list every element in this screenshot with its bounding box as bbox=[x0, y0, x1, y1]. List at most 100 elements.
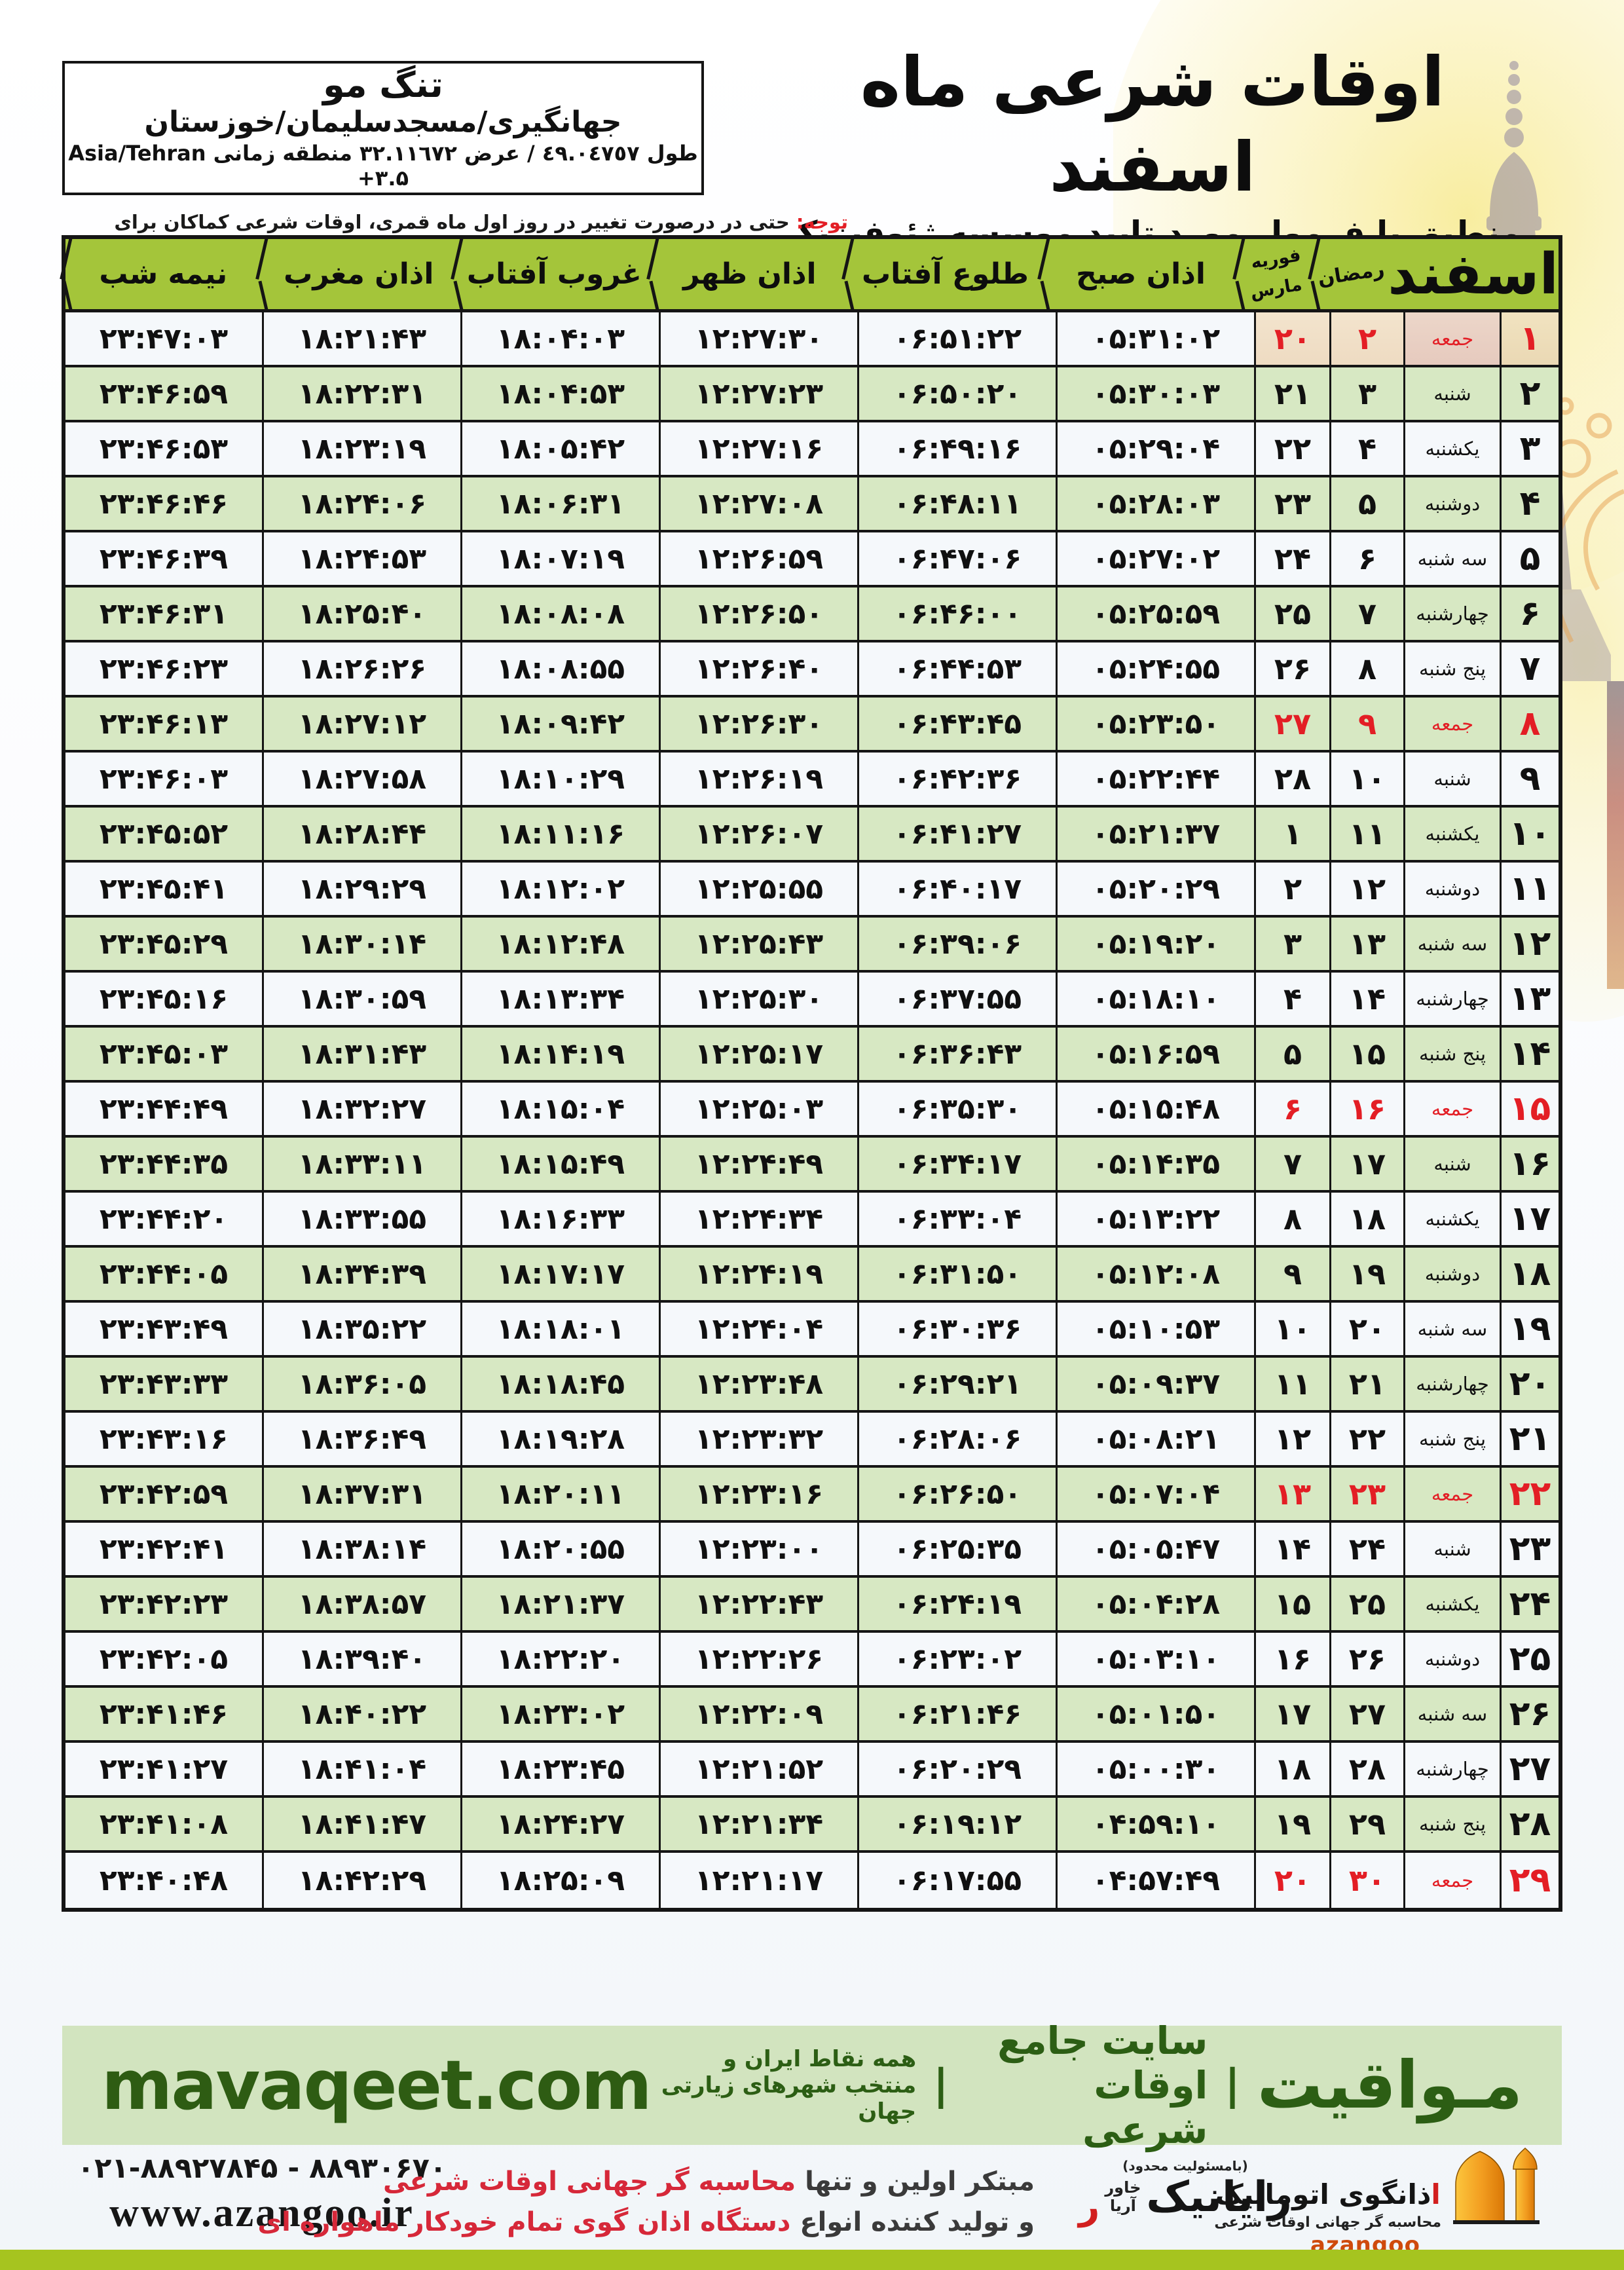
tolu-aftab-time: ۰۶:۴۸:۱۱ bbox=[857, 477, 1056, 530]
esfand-day-number: ۲۸ bbox=[1500, 1798, 1559, 1850]
esfand-day-number: ۴ bbox=[1500, 477, 1559, 530]
tolu-aftab-time: ۰۶:۳۰:۳۶ bbox=[857, 1303, 1056, 1355]
esfand-day-number: ۳ bbox=[1500, 422, 1559, 475]
phone-numbers: ۰۲۱-۸۸۹۲۷۸۴۵ - ۸۸۹۳۰۶۷۰ bbox=[77, 2152, 447, 2185]
table-row: ۱۰ یکشنبه ۱۱ ۱ ۰۵:۲۱:۳۷ ۰۶:۴۱:۲۷ ۱۲:۲۶:۰… bbox=[65, 808, 1559, 863]
azan-maghreb-time: ۱۸:۴۲:۲۹ bbox=[262, 1853, 460, 1908]
ghorub-aftab-time: ۱۸:۱۵:۰۴ bbox=[460, 1083, 659, 1135]
gregorian-day-number: ۲۲ bbox=[1254, 422, 1329, 475]
nimeh-shab-time: ۲۳:۴۱:۲۷ bbox=[99, 1752, 229, 1786]
column-header-feb: فوریه bbox=[1249, 245, 1303, 273]
azangoo-logo: اذانگوی اتوماتیک محاسبه گر جهانی اوقات ش… bbox=[1214, 2147, 1549, 2258]
azan-maghreb-time: ۱۸:۲۶:۲۶ bbox=[262, 642, 460, 695]
table-row: ۲۸ پنج شنبه ۲۹ ۱۹ ۰۴:۵۹:۱۰ ۰۶:۱۹:۱۲ ۱۲:۲… bbox=[65, 1798, 1559, 1853]
azan-zohr-time: ۱۲:۲۵:۰۳ bbox=[659, 1083, 857, 1135]
ramadan-day-number: ۴ bbox=[1329, 422, 1403, 475]
azan-maghreb-time: ۱۸:۴۱:۴۷ bbox=[262, 1798, 460, 1850]
ramadan-day-number: ۱۲ bbox=[1329, 863, 1403, 915]
ghorub-aftab-time: ۱۸:۱۸:۴۵ bbox=[460, 1358, 659, 1410]
ramadan-day-number: ۹ bbox=[1329, 698, 1403, 750]
nimeh-shab-time: ۲۳:۴۵:۴۱ bbox=[99, 872, 229, 906]
azan-zohr-time: ۱۲:۲۶:۵۹ bbox=[659, 532, 857, 585]
azan-sobh-time: ۰۵:۰۵:۴۷ bbox=[1056, 1523, 1254, 1575]
azan-maghreb-time: ۱۸:۳۰:۵۹ bbox=[262, 973, 460, 1025]
weekday-name: دوشنبه bbox=[1403, 1248, 1500, 1300]
ghorub-aftab-time: ۱۸:۲۰:۵۵ bbox=[460, 1523, 659, 1575]
table-row: ۸ جمعه ۹ ۲۷ ۰۵:۲۳:۵۰ ۰۶:۴۳:۴۵ ۱۲:۲۶:۳۰ ۱… bbox=[65, 698, 1559, 753]
azan-sobh-time: ۰۵:۲۱:۳۷ bbox=[1056, 808, 1254, 860]
tolu-aftab-time: ۰۶:۲۳:۰۲ bbox=[857, 1633, 1056, 1685]
weekday-name: شنبه bbox=[1403, 367, 1500, 420]
mavaqeet-banner: مـواقیت | سایت جامع اوقات شرعی | همه نقا… bbox=[62, 2019, 1562, 2152]
azan-maghreb-time: ۱۸:۳۴:۳۹ bbox=[262, 1248, 460, 1300]
azan-sobh-time: ۰۵:۱۹:۲۰ bbox=[1056, 918, 1254, 970]
weekday-name: جمعه bbox=[1403, 312, 1500, 365]
table-row: ۲۶ سه شنبه ۲۷ ۱۷ ۰۵:۰۱:۵۰ ۰۶:۲۱:۴۶ ۱۲:۲۲… bbox=[65, 1688, 1559, 1743]
azan-maghreb-time: ۱۸:۴۰:۲۲ bbox=[262, 1688, 460, 1740]
ramadan-day-number: ۲۳ bbox=[1329, 1468, 1403, 1520]
gregorian-day-number: ۵ bbox=[1254, 1028, 1329, 1080]
ghorub-aftab-time: ۱۸:۰۷:۱۹ bbox=[460, 532, 659, 585]
nimeh-shab-time: ۲۳:۴۴:۰۵ bbox=[99, 1257, 229, 1291]
ramadan-day-number: ۱۴ bbox=[1329, 973, 1403, 1025]
ramadan-day-number: ۲۲ bbox=[1329, 1413, 1403, 1465]
table-row: ۳ یکشنبه ۴ ۲۲ ۰۵:۲۹:۰۴ ۰۶:۴۹:۱۶ ۱۲:۲۷:۱۶… bbox=[65, 422, 1559, 477]
azan-zohr-time: ۱۲:۲۳:۱۶ bbox=[659, 1468, 857, 1520]
nimeh-shab-time: ۲۳:۴۶:۵۳ bbox=[99, 432, 229, 466]
azan-sobh-time: ۰۵:۰۹:۳۷ bbox=[1056, 1358, 1254, 1410]
nimeh-shab-time: ۲۳:۴۶:۱۳ bbox=[99, 707, 229, 741]
azan-maghreb-time: ۱۸:۳۶:۰۵ bbox=[262, 1358, 460, 1410]
ramadan-day-number: ۲۹ bbox=[1329, 1798, 1403, 1850]
table-row: ۲ شنبه ۳ ۲۱ ۰۵:۳۰:۰۳ ۰۶:۵۰:۲۰ ۱۲:۲۷:۲۳ ۱… bbox=[65, 367, 1559, 422]
nimeh-shab-time: ۲۳:۴۱:۴۶ bbox=[99, 1697, 229, 1731]
esfand-day-number: ۹ bbox=[1500, 753, 1559, 805]
tolu-aftab-time: ۰۶:۴۰:۱۷ bbox=[857, 863, 1056, 915]
esfand-day-number: ۱۱ bbox=[1500, 863, 1559, 915]
esfand-day-number: ۷ bbox=[1500, 642, 1559, 695]
weekday-name: پنج شنبه bbox=[1403, 1413, 1500, 1465]
azan-zohr-time: ۱۲:۲۵:۱۷ bbox=[659, 1028, 857, 1080]
nimeh-shab-time: ۲۳:۴۲:۴۱ bbox=[99, 1532, 229, 1566]
azan-sobh-time: ۰۵:۰۱:۵۰ bbox=[1056, 1688, 1254, 1740]
esfand-day-number: ۱۷ bbox=[1500, 1193, 1559, 1245]
esfand-day-number: ۸ bbox=[1500, 698, 1559, 750]
weekday-name: چهارشنبه bbox=[1403, 1743, 1500, 1795]
esfand-day-number: ۲۰ bbox=[1500, 1358, 1559, 1410]
weekday-name: پنج شنبه bbox=[1403, 1028, 1500, 1080]
table-row: ۲۵ دوشنبه ۲۶ ۱۶ ۰۵:۰۳:۱۰ ۰۶:۲۳:۰۲ ۱۲:۲۲:… bbox=[65, 1633, 1559, 1688]
azan-zohr-time: ۱۲:۲۴:۳۴ bbox=[659, 1193, 857, 1245]
azan-zohr-time: ۱۲:۲۲:۲۶ bbox=[659, 1633, 857, 1685]
ghorub-aftab-time: ۱۸:۰۵:۴۲ bbox=[460, 422, 659, 475]
tolu-aftab-time: ۰۶:۵۰:۲۰ bbox=[857, 367, 1056, 420]
azan-zohr-time: ۱۲:۲۷:۲۳ bbox=[659, 367, 857, 420]
banner-divider: | bbox=[1225, 2061, 1240, 2110]
tolu-aftab-time: ۰۶:۳۱:۵۰ bbox=[857, 1248, 1056, 1300]
ramadan-day-number: ۱۸ bbox=[1329, 1193, 1403, 1245]
azan-maghreb-time: ۱۸:۲۳:۱۹ bbox=[262, 422, 460, 475]
table-row: ۲۳ شنبه ۲۴ ۱۴ ۰۵:۰۵:۴۷ ۰۶:۲۵:۳۵ ۱۲:۲۳:۰۰… bbox=[65, 1523, 1559, 1578]
column-header-ramadan: رمضان bbox=[1314, 239, 1388, 309]
column-header-azan-sobh: اذان صبح bbox=[1043, 239, 1239, 309]
azan-sobh-time: ۰۵:۱۸:۱۰ bbox=[1056, 973, 1254, 1025]
tolu-aftab-time: ۰۶:۳۷:۵۵ bbox=[857, 973, 1056, 1025]
nimeh-shab-time: ۲۳:۴۱:۰۸ bbox=[99, 1807, 229, 1841]
rayanik-logo: (بامسئولیت محدود) رایانیک خاور آریا ر bbox=[1079, 2158, 1292, 2225]
table-row: ۲۹ جمعه ۳۰ ۲۰ ۰۴:۵۷:۴۹ ۰۶:۱۷:۵۵ ۱۲:۲۱:۱۷… bbox=[65, 1853, 1559, 1908]
nimeh-shab-time: ۲۳:۴۵:۵۲ bbox=[99, 817, 229, 851]
azan-maghreb-time: ۱۸:۳۲:۲۷ bbox=[262, 1083, 460, 1135]
gregorian-day-number: ۹ bbox=[1254, 1248, 1329, 1300]
table-row: ۴ دوشنبه ۵ ۲۳ ۰۵:۲۸:۰۳ ۰۶:۴۸:۱۱ ۱۲:۲۷:۰۸… bbox=[65, 477, 1559, 532]
ramadan-day-number: ۷ bbox=[1329, 587, 1403, 640]
gregorian-day-number: ۳ bbox=[1254, 918, 1329, 970]
azan-zohr-time: ۱۲:۲۶:۱۹ bbox=[659, 753, 857, 805]
esfand-day-number: ۱۶ bbox=[1500, 1138, 1559, 1190]
table-row: ۱۱ دوشنبه ۱۲ ۲ ۰۵:۲۰:۲۹ ۰۶:۴۰:۱۷ ۱۲:۲۵:۵… bbox=[65, 863, 1559, 918]
esfand-day-number: ۱ bbox=[1500, 312, 1559, 365]
tolu-aftab-time: ۰۶:۲۶:۵۰ bbox=[857, 1468, 1056, 1520]
nimeh-shab-time: ۲۳:۴۵:۰۳ bbox=[99, 1037, 229, 1071]
ghorub-aftab-time: ۱۸:۱۶:۳۳ bbox=[460, 1193, 659, 1245]
azan-sobh-time: ۰۵:۳۱:۰۲ bbox=[1056, 312, 1254, 365]
bottom-green-bar bbox=[0, 2250, 1624, 2270]
ghorub-aftab-time: ۱۸:۲۰:۱۱ bbox=[460, 1468, 659, 1520]
banner-tagline-1: سایت جامع اوقات شرعی bbox=[997, 2019, 1208, 2152]
